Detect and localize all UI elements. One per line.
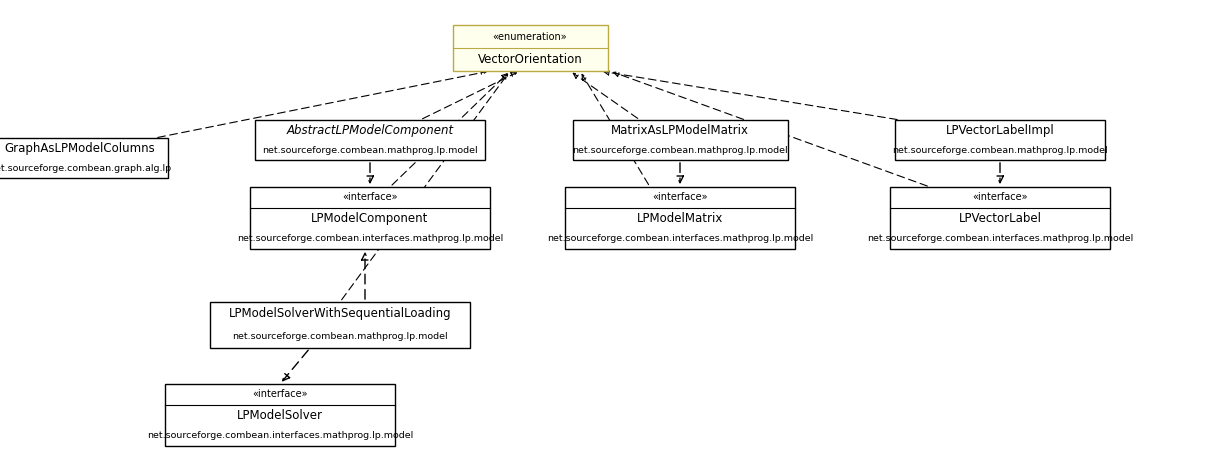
Text: LPModelMatrix: LPModelMatrix (636, 212, 723, 225)
Text: GraphAsLPModelColumns: GraphAsLPModelColumns (5, 142, 155, 154)
FancyBboxPatch shape (165, 384, 395, 446)
Text: «interface»: «interface» (252, 389, 307, 399)
Text: VectorOrientation: VectorOrientation (477, 53, 583, 66)
Text: net.sourceforge.combean.mathprog.lp.model: net.sourceforge.combean.mathprog.lp.mode… (572, 145, 788, 154)
FancyBboxPatch shape (565, 187, 796, 249)
FancyBboxPatch shape (250, 187, 490, 249)
FancyBboxPatch shape (255, 120, 485, 160)
FancyBboxPatch shape (573, 120, 787, 160)
Text: MatrixAsLPModelMatrix: MatrixAsLPModelMatrix (611, 123, 749, 136)
Text: LPModelSolverWithSequentialLoading: LPModelSolverWithSequentialLoading (229, 307, 452, 320)
Text: net.sourceforge.combean.interfaces.mathprog.lp.model: net.sourceforge.combean.interfaces.mathp… (147, 431, 414, 440)
Text: «enumeration»: «enumeration» (493, 31, 567, 41)
FancyBboxPatch shape (211, 302, 470, 348)
Text: LPModelSolver: LPModelSolver (237, 408, 323, 422)
Text: net.sourceforge.combean.graph.alg.lp: net.sourceforge.combean.graph.alg.lp (0, 164, 171, 173)
FancyBboxPatch shape (890, 187, 1110, 249)
Text: LPVectorLabelImpl: LPVectorLabelImpl (946, 123, 1054, 136)
Text: net.sourceforge.combean.mathprog.lp.model: net.sourceforge.combean.mathprog.lp.mode… (262, 145, 477, 154)
Text: net.sourceforge.combean.interfaces.mathprog.lp.model: net.sourceforge.combean.interfaces.mathp… (867, 234, 1133, 243)
Text: «interface»: «interface» (343, 192, 398, 202)
Text: net.sourceforge.combean.mathprog.lp.model: net.sourceforge.combean.mathprog.lp.mode… (233, 332, 448, 341)
Text: «interface»: «interface» (652, 192, 707, 202)
Text: net.sourceforge.combean.interfaces.mathprog.lp.model: net.sourceforge.combean.interfaces.mathp… (237, 234, 503, 243)
Text: LPVectorLabel: LPVectorLabel (958, 212, 1042, 225)
Text: net.sourceforge.combean.interfaces.mathprog.lp.model: net.sourceforge.combean.interfaces.mathp… (547, 234, 813, 243)
Text: «interface»: «interface» (972, 192, 1028, 202)
FancyBboxPatch shape (453, 25, 607, 71)
Text: LPModelComponent: LPModelComponent (311, 212, 428, 225)
FancyBboxPatch shape (895, 120, 1105, 160)
FancyBboxPatch shape (0, 138, 168, 178)
Text: net.sourceforge.combean.mathprog.lp.model: net.sourceforge.combean.mathprog.lp.mode… (892, 145, 1108, 154)
Text: AbstractLPModelComponent: AbstractLPModelComponent (286, 123, 454, 136)
